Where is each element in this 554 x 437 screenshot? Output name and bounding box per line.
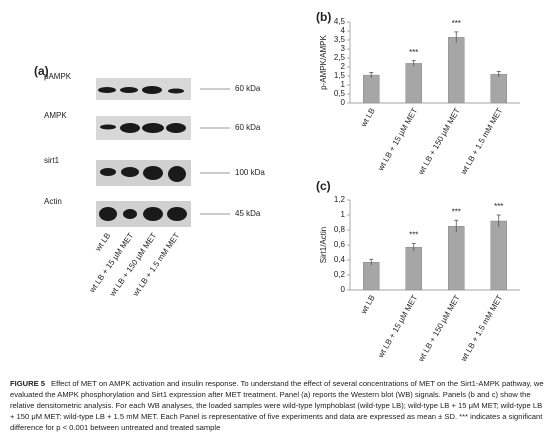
x-tick-label: wt LB bbox=[359, 107, 377, 130]
caption-label: FIGURE 5 bbox=[10, 379, 46, 388]
significance: *** bbox=[409, 48, 418, 57]
y-tick-label: 2 bbox=[341, 62, 346, 71]
significance: *** bbox=[452, 207, 461, 216]
y-tick-label: 4 bbox=[341, 26, 346, 35]
x-tick-label: wt LB + 1.5 mM MET bbox=[459, 293, 505, 363]
x-tick-label: wt LB + 15 µM MET bbox=[376, 293, 420, 360]
y-tick-label: 0,4 bbox=[334, 255, 346, 264]
y-tick-label: 1 bbox=[341, 210, 346, 219]
y-tick-label: 0,8 bbox=[334, 225, 346, 234]
lane-label: wt LB bbox=[93, 231, 112, 253]
y-tick-label: 0,6 bbox=[334, 240, 346, 249]
western-blot bbox=[96, 78, 191, 227]
y-tick-label: 1,5 bbox=[334, 71, 346, 80]
size-label: 60 kDa bbox=[235, 123, 261, 132]
blot-row-label: Actin bbox=[44, 197, 62, 206]
y-tick-label: 2,5 bbox=[334, 53, 346, 62]
x-tick-label: wt LB + 150 µM MET bbox=[416, 106, 462, 176]
y-tick-label: 0,5 bbox=[334, 89, 346, 98]
y-tick-label: 1 bbox=[341, 80, 346, 89]
y-tick-label: 3 bbox=[341, 44, 346, 53]
size-label: 60 kDa bbox=[235, 84, 261, 93]
blot-row-label: pAMPK bbox=[44, 72, 72, 81]
bar bbox=[363, 262, 380, 291]
panel-label: (b) bbox=[316, 10, 331, 24]
bar bbox=[448, 226, 465, 291]
bar bbox=[363, 74, 380, 104]
x-tick-label: wt LB + 15 µM MET bbox=[376, 106, 420, 173]
significance: *** bbox=[452, 19, 461, 28]
blot-row-label: AMPK bbox=[44, 111, 67, 120]
y-tick-label: 4,5 bbox=[334, 17, 346, 26]
size-label: 100 kDa bbox=[235, 168, 265, 177]
size-label: 45 kDa bbox=[235, 209, 261, 218]
bar bbox=[405, 63, 422, 104]
bar bbox=[490, 220, 507, 291]
bar bbox=[490, 73, 507, 104]
panel-label: (c) bbox=[316, 179, 331, 193]
y-axis-label: p-AMPK/AMPK bbox=[319, 35, 328, 90]
y-tick-label: 0 bbox=[341, 98, 346, 107]
bar bbox=[448, 37, 465, 104]
blot-row-label: sirt1 bbox=[44, 156, 60, 165]
y-tick-label: 1,2 bbox=[334, 195, 346, 204]
bar bbox=[405, 247, 422, 291]
x-tick-label: wt LB + 1.5 mM MET bbox=[459, 106, 505, 176]
caption-text: Effect of MET on AMPK activation and ins… bbox=[10, 379, 544, 432]
y-axis-label: Sirt1/Actin bbox=[319, 227, 328, 263]
significance: *** bbox=[494, 202, 503, 211]
y-tick-label: 0 bbox=[341, 285, 346, 294]
x-tick-label: wt LB + 150 µM MET bbox=[416, 293, 462, 363]
significance: *** bbox=[409, 231, 418, 240]
y-tick-label: 3,5 bbox=[334, 35, 346, 44]
panel-label: (a) bbox=[34, 64, 49, 78]
x-tick-label: wt LB bbox=[359, 294, 377, 317]
caption: FIGURE 5 Effect of MET on AMPK activation… bbox=[10, 378, 544, 433]
y-tick-label: 0,2 bbox=[334, 270, 346, 279]
